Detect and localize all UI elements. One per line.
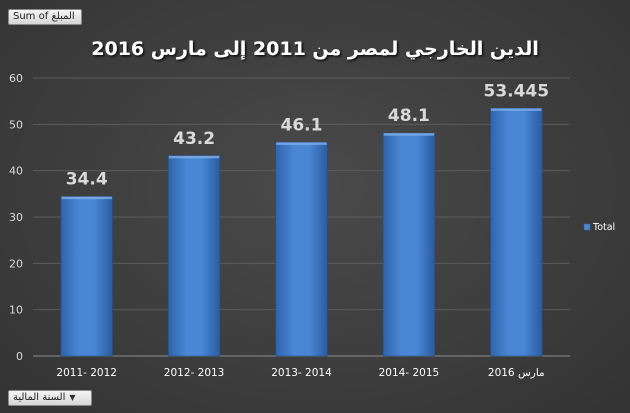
y-tick-label: 10 — [9, 304, 23, 317]
y-tick-label: 40 — [9, 165, 23, 178]
bar-highlight — [276, 142, 327, 145]
data-label: 48.1 — [388, 106, 430, 126]
bar-highlight — [383, 133, 435, 136]
x-tick-label: مارس 2016 — [488, 367, 545, 379]
y-tick-label: 50 — [9, 118, 23, 131]
bar[interactable] — [490, 108, 543, 357]
bar-highlight — [168, 155, 220, 159]
legend-marker — [583, 223, 591, 231]
chevron-down-icon[interactable]: ▼ — [69, 393, 76, 402]
bar[interactable] — [382, 132, 435, 357]
axis-field-button[interactable]: السنة المالية ▼ — [8, 390, 92, 406]
x-tick-label: 2013- 2014 — [271, 367, 332, 379]
chart-title: الدين الخارجي لمصر من 2011 إلى مارس 2016 — [91, 38, 538, 60]
bar[interactable] — [168, 155, 221, 357]
y-tick-label: 0 — [16, 350, 23, 363]
x-axis: 2011- 2012 2012- 2013 2013- 2014 2014- 2015… — [56, 367, 544, 379]
y-tick-label: 20 — [9, 257, 23, 270]
y-axis: 0 10 20 30 40 50 60 — [9, 72, 23, 363]
bars: 34.4 43.2 46.1 48.1 53.445 — [60, 81, 549, 357]
data-label: 43.2 — [173, 129, 215, 149]
data-label: 46.1 — [281, 115, 323, 135]
y-tick-label: 60 — [9, 72, 23, 85]
values-field-label: Sum of المبلغ — [13, 11, 75, 22]
bar[interactable] — [275, 142, 328, 357]
x-tick-label: 2014- 2015 — [379, 367, 440, 379]
bar-highlight — [491, 108, 542, 111]
y-tick-label: 30 — [9, 211, 23, 224]
x-tick-label: 2011- 2012 — [56, 367, 117, 379]
legend: Total — [583, 222, 615, 233]
legend-label: Total — [592, 222, 615, 233]
x-tick-label: 2012- 2013 — [164, 367, 225, 379]
axis-field-label: السنة المالية — [13, 392, 66, 403]
data-label: 53.445 — [483, 81, 549, 101]
bar[interactable] — [60, 196, 113, 357]
bar-highlight — [61, 196, 112, 200]
data-label: 34.4 — [66, 170, 108, 190]
values-field-button[interactable]: Sum of المبلغ — [8, 9, 82, 25]
